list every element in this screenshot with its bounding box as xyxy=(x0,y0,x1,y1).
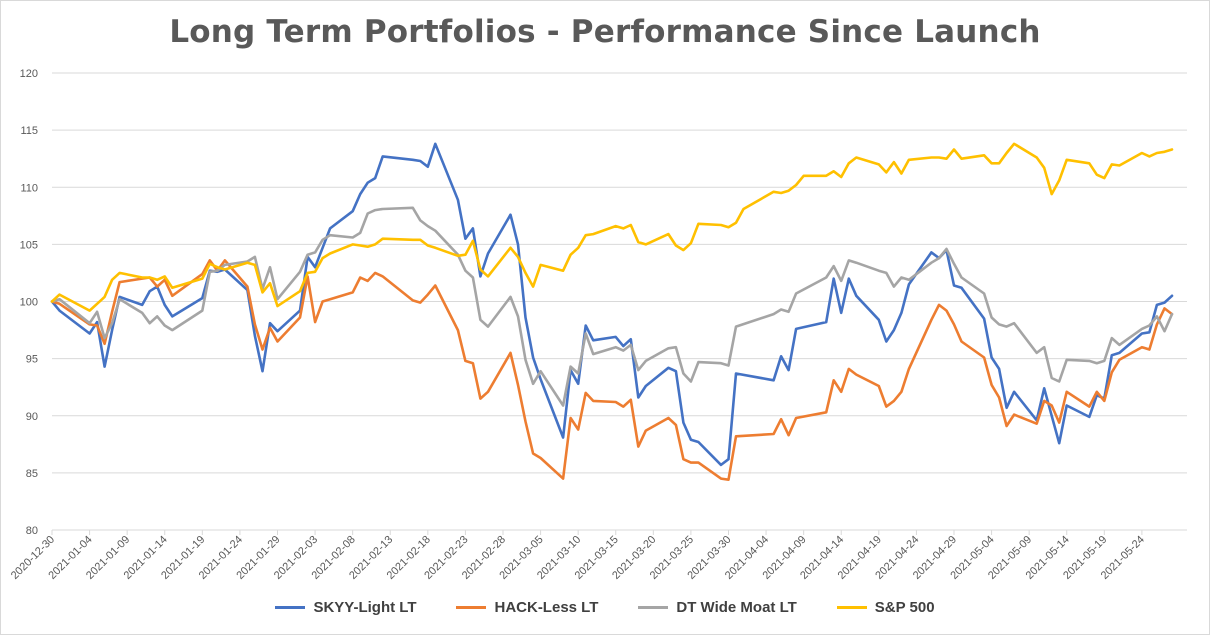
series-lines xyxy=(50,142,1174,482)
legend: SKYY-Light LT HACK-Less LT DT Wide Moat LT… xyxy=(0,599,1210,616)
legend-item-3: DT Wide Moat LT xyxy=(638,599,797,616)
series-line-2 xyxy=(50,259,1174,482)
y-tick-label: 100 xyxy=(20,297,38,309)
y-tick-label: 85 xyxy=(26,468,38,480)
y-tick-label: 95 xyxy=(26,354,38,366)
legend-swatch xyxy=(456,606,487,609)
legend-swatch xyxy=(275,606,306,609)
legend-label: DT Wide Moat LT xyxy=(676,599,797,616)
y-tick-label: 80 xyxy=(26,525,38,537)
y-tick-label: 115 xyxy=(20,125,38,137)
y-tick-label: 105 xyxy=(20,239,38,251)
legend-swatch xyxy=(638,606,669,609)
series-line-3 xyxy=(50,206,1174,407)
series-line-1 xyxy=(50,142,1174,467)
y-tick-label: 110 xyxy=(20,182,38,194)
y-tick-label: 90 xyxy=(26,411,38,423)
legend-item-1: SKYY-Light LT xyxy=(275,599,416,616)
legend-item-4: S&P 500 xyxy=(836,599,935,616)
y-tick-label: 120 xyxy=(20,68,38,80)
gridlines xyxy=(52,72,1187,531)
legend-item-2: HACK-Less LT xyxy=(456,599,598,616)
chart-title: Long Term Portfolios - Performance Since… xyxy=(169,14,1041,50)
x-axis: 2020-12-302021-01-042021-01-092021-01-14… xyxy=(9,530,1147,582)
legend-label: SKYY-Light LT xyxy=(313,599,417,616)
y-axis: 80 85 90 95 100 105 110 115 120 xyxy=(20,68,38,537)
legend-label: S&P 500 xyxy=(874,599,935,616)
legend-label: HACK-Less LT xyxy=(494,599,599,616)
legend-swatch xyxy=(836,606,867,609)
series-line-4 xyxy=(50,142,1174,312)
